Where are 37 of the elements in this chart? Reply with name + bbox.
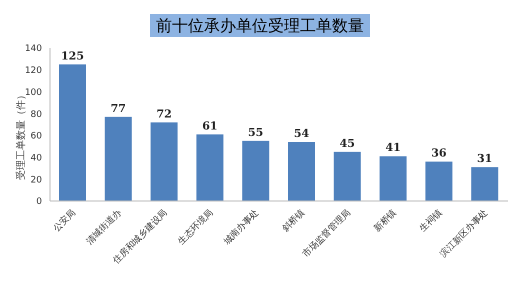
bar bbox=[196, 134, 224, 201]
bar bbox=[242, 140, 270, 201]
data-label: 31 bbox=[477, 152, 492, 166]
bar bbox=[425, 162, 452, 201]
data-label: 72 bbox=[156, 107, 172, 120]
chart-title: 前十位承办单位受理工单数量 bbox=[150, 14, 370, 37]
y-axis-title: 受理工单数量（件） bbox=[16, 90, 27, 180]
x-tick-label: 公安局 bbox=[51, 207, 78, 234]
y-tick-label: 40 bbox=[30, 153, 42, 164]
data-label: 77 bbox=[110, 102, 126, 115]
data-label: 41 bbox=[385, 141, 401, 154]
data-label: 54 bbox=[294, 126, 310, 140]
y-tick-label: 120 bbox=[24, 66, 42, 76]
x-tick-label: 生祠镇 bbox=[418, 207, 444, 234]
x-tick-label: 斜桥镇 bbox=[280, 207, 308, 234]
bar bbox=[59, 64, 86, 201]
data-label: 61 bbox=[202, 119, 218, 132]
data-label: 45 bbox=[340, 136, 355, 150]
data-label: 125 bbox=[61, 49, 84, 62]
x-tick-label: 清城街道办 bbox=[84, 207, 124, 247]
data-label: 55 bbox=[248, 126, 264, 139]
bar bbox=[150, 122, 178, 201]
bar bbox=[288, 142, 315, 201]
bar bbox=[380, 156, 407, 201]
bar bbox=[334, 152, 361, 201]
y-tick-label: 0 bbox=[36, 197, 42, 208]
bar bbox=[104, 116, 132, 201]
bar bbox=[471, 167, 498, 201]
x-tick-label: 新桥镇 bbox=[372, 207, 399, 234]
y-tick-label: 140 bbox=[24, 44, 42, 54]
data-label: 36 bbox=[431, 146, 447, 160]
y-tick-label: 80 bbox=[30, 110, 42, 120]
y-tick-label: 100 bbox=[24, 88, 42, 98]
x-tick-label: 生态环境局 bbox=[176, 207, 216, 247]
x-tick-label: 城南办事处 bbox=[220, 207, 262, 248]
y-tick-label: 20 bbox=[30, 175, 42, 186]
y-tick-label: 60 bbox=[30, 132, 42, 142]
